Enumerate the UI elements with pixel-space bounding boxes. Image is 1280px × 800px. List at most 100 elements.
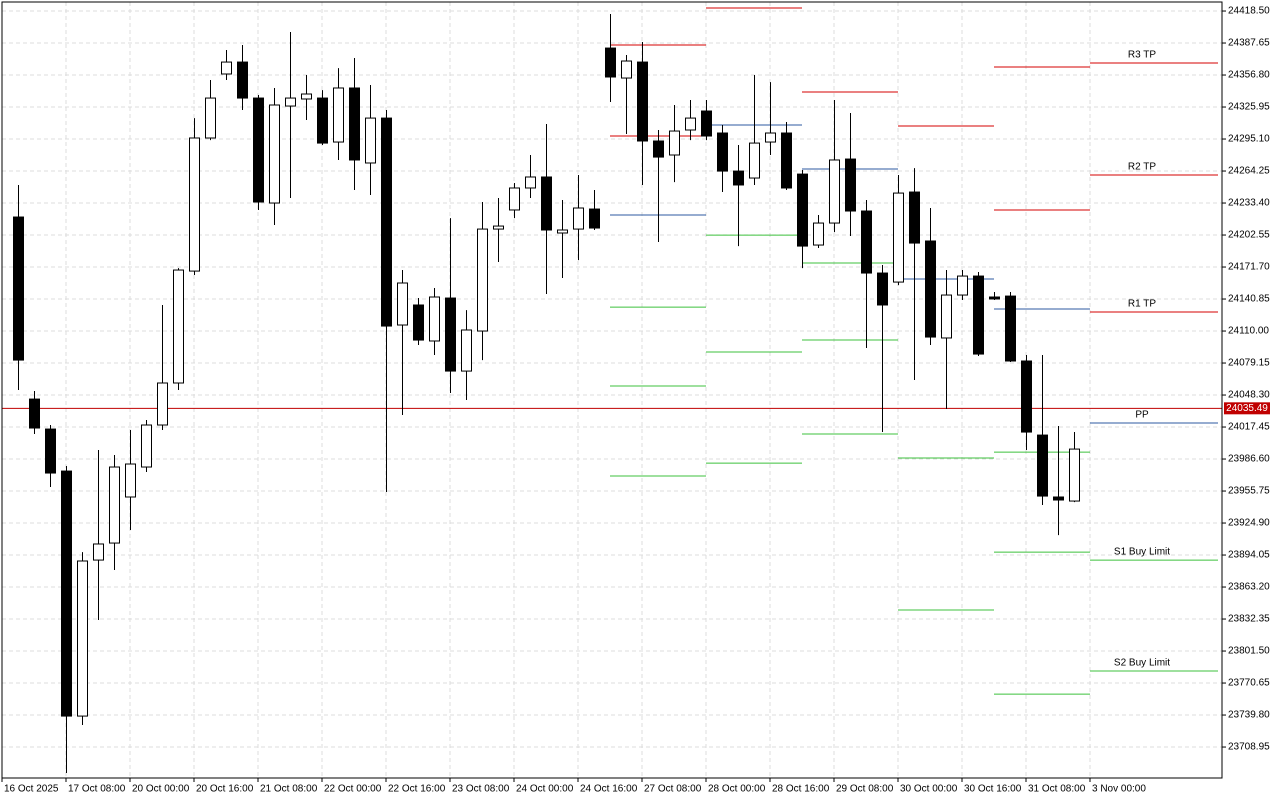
candle-body	[861, 210, 872, 274]
candle-body	[957, 275, 968, 296]
candle-body	[61, 470, 72, 717]
candle-body	[909, 191, 920, 244]
pivot-label: S2 Buy Limit	[1114, 658, 1170, 669]
candle-body	[269, 104, 280, 204]
y-tick-label: 24017.45	[1228, 422, 1270, 433]
y-tick-label: 24264.25	[1228, 166, 1270, 177]
candle-body	[893, 192, 904, 283]
x-tick-label: 20 Oct 00:00	[132, 784, 190, 795]
candle-body	[941, 294, 952, 339]
candle-body	[13, 216, 24, 361]
candle-body	[237, 61, 248, 99]
pivot-label: R3 TP	[1128, 50, 1156, 61]
x-tick-label: 27 Oct 08:00	[644, 784, 702, 795]
y-tick-label: 24387.65	[1228, 38, 1270, 49]
pivot-label: R1 TP	[1128, 299, 1156, 310]
y-tick-label: 23708.95	[1228, 742, 1270, 753]
x-tick-label: 21 Oct 08:00	[260, 784, 318, 795]
candle-body	[797, 173, 808, 247]
candle-body	[205, 97, 216, 139]
candle-body	[397, 282, 408, 326]
x-tick-label: 29 Oct 08:00	[836, 784, 894, 795]
candle-body	[989, 296, 1000, 300]
candle-body	[173, 269, 184, 384]
current-price-tag	[1224, 402, 1270, 415]
x-tick-label: 16 Oct 2025	[4, 784, 59, 795]
y-tick-label: 23986.60	[1228, 454, 1270, 465]
candle-body	[1005, 295, 1016, 362]
y-tick-label: 24295.10	[1228, 134, 1270, 145]
y-tick-label: 24325.95	[1228, 102, 1270, 113]
x-tick-label: 22 Oct 00:00	[324, 784, 382, 795]
candle-body	[125, 463, 136, 498]
y-tick-label: 23863.20	[1228, 582, 1270, 593]
candle-body	[637, 61, 648, 142]
candle-body	[1053, 496, 1064, 501]
x-tick-label: 20 Oct 16:00	[196, 784, 254, 795]
y-tick-label: 24418.50	[1228, 6, 1270, 17]
candle-body	[365, 117, 376, 164]
y-tick-label: 23739.80	[1228, 710, 1270, 721]
pivot-label: PP	[1135, 410, 1149, 421]
y-tick-label: 24356.80	[1228, 70, 1270, 81]
x-tick-label: 24 Oct 16:00	[580, 784, 638, 795]
y-tick-label: 23832.35	[1228, 614, 1270, 625]
candle-body	[301, 93, 312, 100]
candle-body	[189, 137, 200, 272]
candle-body	[733, 170, 744, 186]
x-tick-label: 28 Oct 16:00	[772, 784, 830, 795]
candle-body	[829, 159, 840, 224]
x-tick-label: 28 Oct 00:00	[708, 784, 766, 795]
y-tick-label: 23770.65	[1228, 678, 1270, 689]
candle-body	[749, 142, 760, 179]
candle-body	[701, 110, 712, 137]
x-tick-label: 22 Oct 16:00	[388, 784, 446, 795]
candle-body	[1021, 360, 1032, 433]
x-tick-label: 31 Oct 08:00	[1028, 784, 1086, 795]
candle-body	[349, 87, 360, 161]
x-tick-label: 24 Oct 00:00	[516, 784, 574, 795]
y-tick-label: 24233.40	[1228, 198, 1270, 209]
y-tick-label: 24140.85	[1228, 294, 1270, 305]
candle-body	[717, 132, 728, 172]
pivot-label: R2 TP	[1128, 162, 1156, 173]
candle-body	[525, 176, 536, 189]
candle-body	[925, 240, 936, 338]
y-tick-label: 23801.50	[1228, 646, 1270, 657]
candle-body	[493, 225, 504, 230]
x-tick-label: 17 Oct 08:00	[68, 784, 126, 795]
candle-body	[29, 398, 40, 429]
candle-body	[253, 97, 264, 203]
candle-body	[669, 130, 680, 156]
x-tick-label: 30 Oct 00:00	[900, 784, 958, 795]
candle-body	[781, 132, 792, 189]
candle-body	[45, 428, 56, 474]
candle-body	[429, 296, 440, 342]
candle-body	[221, 61, 232, 75]
candle-body	[621, 60, 632, 79]
candle-body	[541, 176, 552, 231]
candle-body	[445, 297, 456, 372]
y-tick-label: 24171.70	[1228, 262, 1270, 273]
candle-body	[1037, 434, 1048, 497]
plot-border	[1, 1, 1223, 779]
candle-body	[461, 329, 472, 372]
x-tick-label: 3 Nov 00:00	[1092, 784, 1146, 795]
y-tick-label: 24110.00	[1228, 326, 1269, 337]
candle-body	[685, 117, 696, 131]
candle-body	[77, 560, 88, 717]
candle-body	[845, 158, 856, 212]
y-tick-label: 24048.30	[1228, 390, 1270, 401]
candle-body	[1069, 448, 1080, 502]
y-tick-label: 24202.55	[1228, 230, 1270, 241]
candle-body	[557, 229, 568, 234]
candle-body	[109, 466, 120, 544]
candle-body	[573, 207, 584, 230]
candle-body	[813, 222, 824, 246]
y-tick-label: 23894.05	[1228, 550, 1270, 561]
y-tick-label: 23924.90	[1228, 518, 1270, 529]
candle-body	[477, 228, 488, 332]
x-tick-label: 23 Oct 08:00	[452, 784, 510, 795]
candle-body	[285, 97, 296, 107]
